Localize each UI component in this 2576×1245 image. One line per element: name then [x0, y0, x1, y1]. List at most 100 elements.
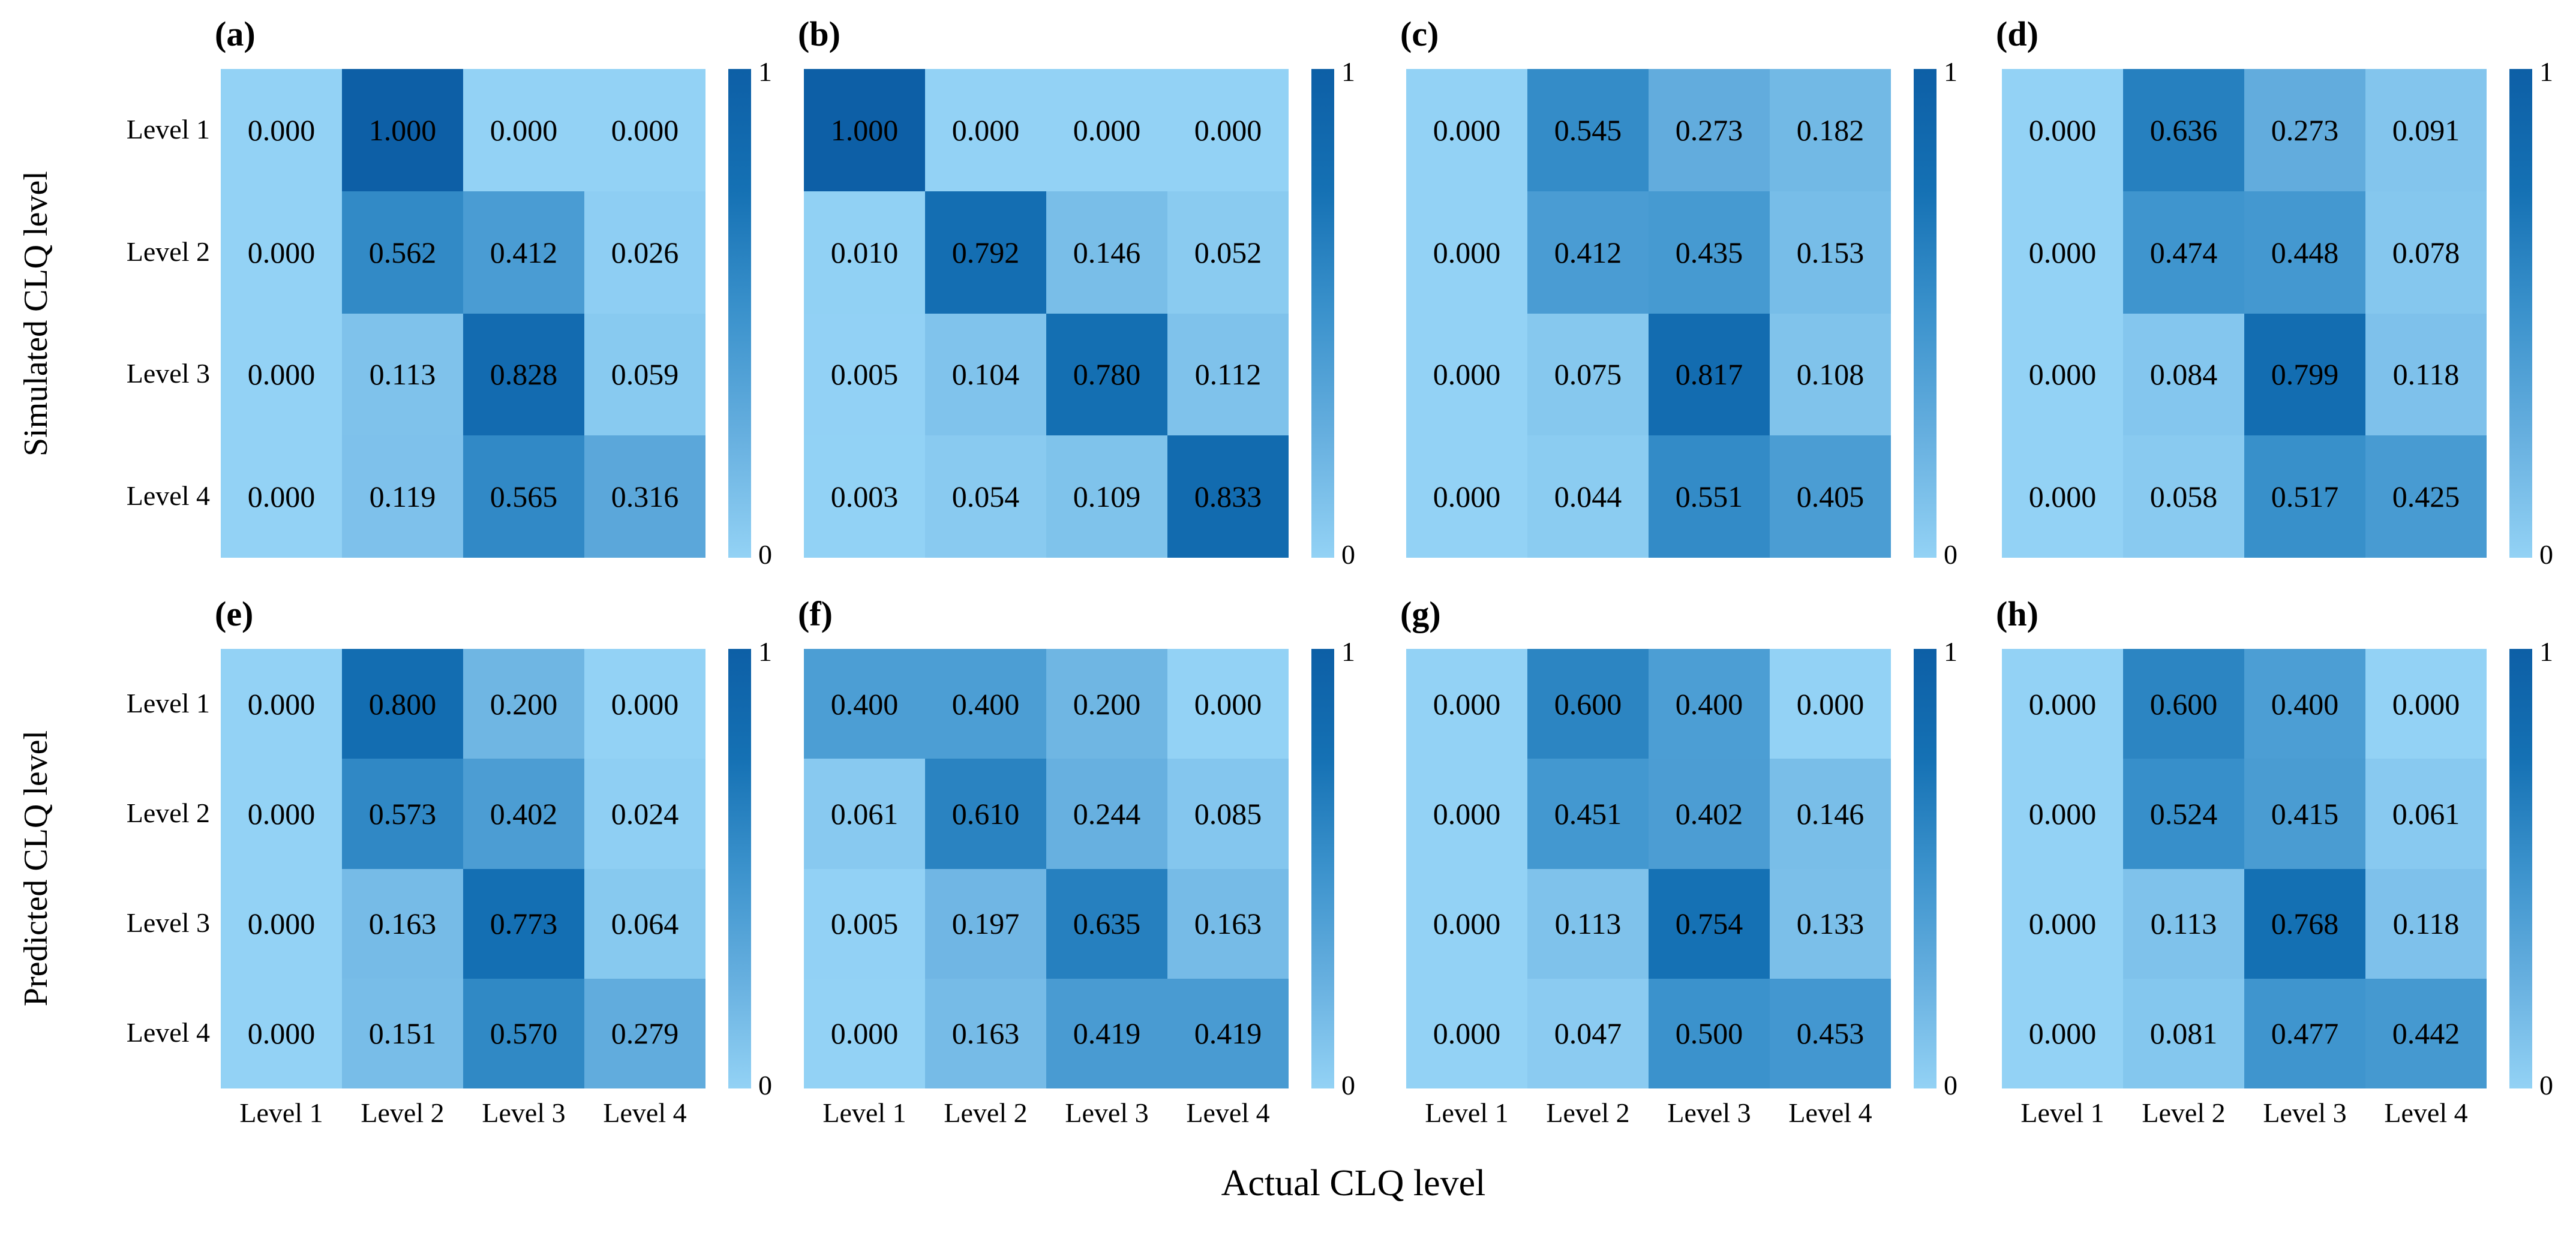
- heatmap-cell: 0.610: [925, 759, 1046, 869]
- heatmap-cell: 0.091: [2365, 69, 2487, 191]
- heatmap-cell: 0.435: [1649, 191, 1770, 314]
- heatmap-cell: 0.026: [584, 191, 705, 314]
- colorbar-tick-max: 1: [2539, 56, 2553, 87]
- x-tick-label: Level 2: [1546, 1097, 1630, 1128]
- y-tick-label: Level 1: [126, 687, 210, 718]
- heatmap-cell: 0.000: [2002, 191, 2123, 314]
- heatmap-cell: 0.000: [1167, 69, 1289, 191]
- y-tick-label: Level 2: [126, 236, 210, 267]
- heatmap-cell: 0.244: [1046, 759, 1167, 869]
- colorbar-tick-max: 1: [1341, 636, 1355, 667]
- x-tick-label: Level 2: [944, 1097, 1028, 1128]
- colorbar: [2509, 69, 2532, 558]
- heatmap-matrix-h: 0.000 0.600 0.400 0.000 0.000 0.524 0.415 0.061…: [2002, 649, 2487, 1088]
- y-tick-label: Level 4: [126, 480, 210, 512]
- heatmap-cell: 0.119: [342, 435, 463, 558]
- heatmap-cell: 0.402: [1649, 759, 1770, 869]
- heatmap-cell: 0.000: [925, 69, 1046, 191]
- heatmap-cell: 0.451: [1527, 759, 1649, 869]
- heatmap-cell: 0.112: [1167, 313, 1289, 436]
- heatmap-cell: 0.163: [1167, 868, 1289, 979]
- heatmap-cell: 0.562: [342, 191, 463, 314]
- heatmap-matrix-d: 0.000 0.636 0.273 0.091 0.000 0.474 0.448 0.078…: [2002, 69, 2487, 558]
- colorbar-tick-max: 1: [758, 636, 772, 667]
- heatmap-cell: 0.146: [1770, 759, 1891, 869]
- colorbar-tick-min: 0: [1341, 1070, 1355, 1100]
- heatmap-cell: 0.573: [342, 759, 463, 869]
- colorbar-tick-max: 1: [1341, 56, 1355, 87]
- heatmap-cell: 0.133: [1770, 868, 1891, 979]
- colorbar-tick-min: 0: [1944, 1070, 1957, 1100]
- heatmap-cell: 1.000: [804, 69, 925, 191]
- heatmap-cell: 0.415: [2244, 759, 2365, 869]
- heatmap-cell: 0.000: [1406, 978, 1527, 1088]
- heatmap-cell: 0.113: [2123, 868, 2244, 979]
- colorbar-tick-min: 0: [1341, 539, 1355, 570]
- heatmap-cell: 0.052: [1167, 191, 1289, 314]
- heatmap-cell: 0.000: [1167, 649, 1289, 759]
- heatmap-cell: 0.000: [221, 759, 342, 869]
- heatmap-matrix-c: 0.000 0.545 0.273 0.182 0.000 0.412 0.435 0.153…: [1406, 69, 1891, 558]
- heatmap-cell: 0.000: [1406, 649, 1527, 759]
- x-tick-label: Level 3: [482, 1097, 566, 1128]
- heatmap-cell: 0.151: [342, 978, 463, 1088]
- heatmap-cell: 0.412: [1527, 191, 1649, 314]
- heatmap-cell: 0.005: [804, 868, 925, 979]
- panel-label-c: (c): [1400, 14, 1439, 53]
- heatmap-cell: 0.078: [2365, 191, 2487, 314]
- colorbar-tick-max: 1: [2539, 636, 2553, 667]
- y-tick-label: Level 3: [126, 358, 210, 389]
- heatmap-cell: 0.828: [463, 313, 584, 436]
- heatmap-matrix-f: 0.400 0.400 0.200 0.000 0.061 0.610 0.244 0.085…: [804, 649, 1289, 1088]
- colorbar-tick-min: 0: [2539, 539, 2553, 570]
- heatmap-cell: 0.545: [1527, 69, 1649, 191]
- panel-label-h: (h): [1996, 594, 2038, 633]
- heatmap-cell: 0.085: [1167, 759, 1289, 869]
- x-tick-label: Level 4: [2384, 1097, 2468, 1128]
- heatmap-cell: 0.565: [463, 435, 584, 558]
- heatmap-cell: 0.000: [2002, 313, 2123, 436]
- heatmap-cell: 0.000: [1406, 313, 1527, 436]
- heatmap-cell: 0.061: [804, 759, 925, 869]
- heatmap-cell: 0.000: [584, 69, 705, 191]
- colorbar: [1914, 649, 1936, 1088]
- heatmap-cell: 0.200: [463, 649, 584, 759]
- heatmap-cell: 0.402: [463, 759, 584, 869]
- heatmap-cell: 0.500: [1649, 978, 1770, 1088]
- heatmap-cell: 0.000: [1406, 759, 1527, 869]
- x-tick-label: Level 4: [603, 1097, 687, 1128]
- heatmap-cell: 0.118: [2365, 313, 2487, 436]
- heatmap-cell: 0.047: [1527, 978, 1649, 1088]
- heatmap-cell: 0.405: [1770, 435, 1891, 558]
- heatmap-cell: 0.163: [342, 868, 463, 979]
- heatmap-cell: 0.000: [1406, 868, 1527, 979]
- heatmap-cell: 0.400: [1649, 649, 1770, 759]
- colorbar: [728, 649, 751, 1088]
- heatmap-cell: 0.000: [221, 69, 342, 191]
- heatmap-cell: 0.104: [925, 313, 1046, 436]
- heatmap-cell: 0.109: [1046, 435, 1167, 558]
- colorbar-tick-min: 0: [758, 539, 772, 570]
- heatmap-cell: 0.570: [463, 978, 584, 1088]
- colorbar: [1914, 69, 1936, 558]
- y-tick-label: Level 1: [126, 113, 210, 145]
- heatmap-cell: 0.792: [925, 191, 1046, 314]
- heatmap-cell: 1.000: [342, 69, 463, 191]
- heatmap-cell: 0.780: [1046, 313, 1167, 436]
- heatmap-cell: 0.000: [2002, 759, 2123, 869]
- heatmap-cell: 0.773: [463, 868, 584, 979]
- heatmap-cell: 0.113: [342, 313, 463, 436]
- panel-label-e: (e): [215, 594, 254, 633]
- y-tick-label: Level 3: [126, 907, 210, 939]
- heatmap-cell: 0.000: [1046, 69, 1167, 191]
- panel-label-f: (f): [798, 594, 833, 633]
- heatmap-cell: 0.197: [925, 868, 1046, 979]
- panel-label-a: (a): [215, 14, 256, 53]
- heatmap-cell: 0.054: [925, 435, 1046, 558]
- x-tick-label: Level 2: [361, 1097, 445, 1128]
- heatmap-cell: 0.000: [221, 191, 342, 314]
- heatmap-matrix-a: 0.000 1.000 0.000 0.000 0.000 0.562 0.412 0.026…: [221, 69, 705, 558]
- y-tick-label: Level 4: [126, 1017, 210, 1048]
- x-tick-label: Level 1: [239, 1097, 323, 1128]
- heatmap-cell: 0.058: [2123, 435, 2244, 558]
